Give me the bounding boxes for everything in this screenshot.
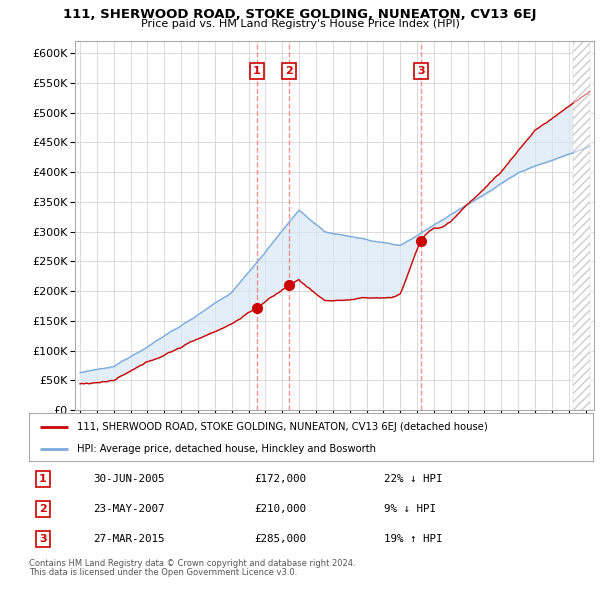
Text: 2: 2 [39, 504, 47, 514]
Text: Contains HM Land Registry data © Crown copyright and database right 2024.: Contains HM Land Registry data © Crown c… [29, 559, 355, 568]
Text: 27-MAR-2015: 27-MAR-2015 [94, 534, 165, 544]
Text: 30-JUN-2005: 30-JUN-2005 [94, 474, 165, 484]
Text: 1: 1 [39, 474, 47, 484]
Text: Price paid vs. HM Land Registry's House Price Index (HPI): Price paid vs. HM Land Registry's House … [140, 19, 460, 30]
Text: 1: 1 [253, 66, 261, 76]
Text: 23-MAY-2007: 23-MAY-2007 [94, 504, 165, 514]
Text: 9% ↓ HPI: 9% ↓ HPI [384, 504, 436, 514]
Text: 3: 3 [418, 66, 425, 76]
Text: £285,000: £285,000 [254, 534, 307, 544]
Text: 111, SHERWOOD ROAD, STOKE GOLDING, NUNEATON, CV13 6EJ: 111, SHERWOOD ROAD, STOKE GOLDING, NUNEA… [63, 8, 537, 21]
Text: £210,000: £210,000 [254, 504, 307, 514]
Text: This data is licensed under the Open Government Licence v3.0.: This data is licensed under the Open Gov… [29, 568, 297, 577]
Text: 2: 2 [286, 66, 293, 76]
Text: 22% ↓ HPI: 22% ↓ HPI [384, 474, 443, 484]
Text: HPI: Average price, detached house, Hinckley and Bosworth: HPI: Average price, detached house, Hinc… [77, 444, 376, 454]
Text: 111, SHERWOOD ROAD, STOKE GOLDING, NUNEATON, CV13 6EJ (detached house): 111, SHERWOOD ROAD, STOKE GOLDING, NUNEA… [77, 421, 487, 431]
Text: 19% ↑ HPI: 19% ↑ HPI [384, 534, 443, 544]
Text: 3: 3 [39, 534, 47, 544]
Text: £172,000: £172,000 [254, 474, 307, 484]
